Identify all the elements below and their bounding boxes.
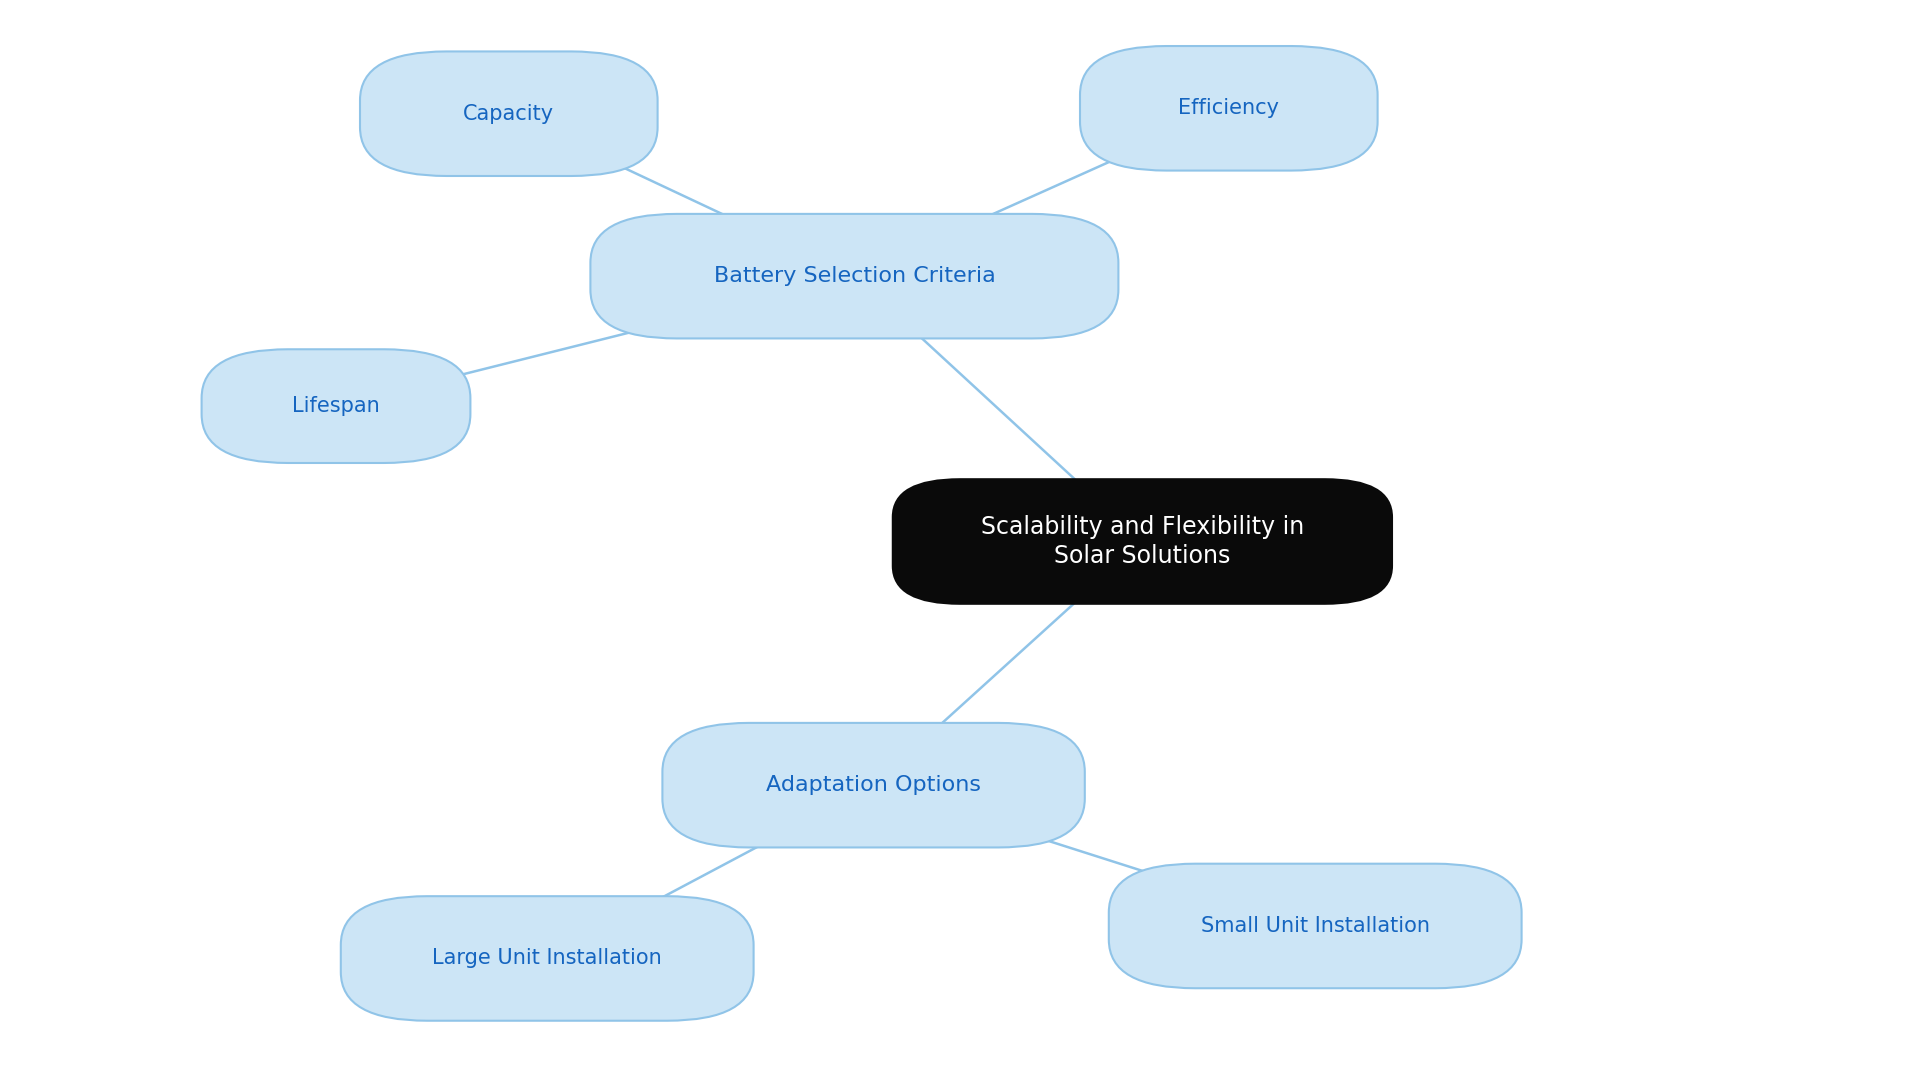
FancyBboxPatch shape [662,723,1085,847]
FancyBboxPatch shape [893,479,1392,604]
FancyBboxPatch shape [202,349,470,464]
Text: Adaptation Options: Adaptation Options [766,775,981,795]
Text: Scalability and Flexibility in
Solar Solutions: Scalability and Flexibility in Solar Sol… [981,514,1304,569]
FancyBboxPatch shape [591,214,1117,338]
FancyBboxPatch shape [340,897,753,1020]
FancyBboxPatch shape [361,51,657,175]
FancyBboxPatch shape [1110,864,1521,988]
Text: Capacity: Capacity [463,104,555,123]
Text: Lifespan: Lifespan [292,396,380,416]
FancyBboxPatch shape [1079,45,1379,170]
Text: Efficiency: Efficiency [1179,99,1279,118]
Text: Battery Selection Criteria: Battery Selection Criteria [714,266,995,286]
Text: Large Unit Installation: Large Unit Installation [432,949,662,968]
Text: Small Unit Installation: Small Unit Installation [1200,916,1430,936]
